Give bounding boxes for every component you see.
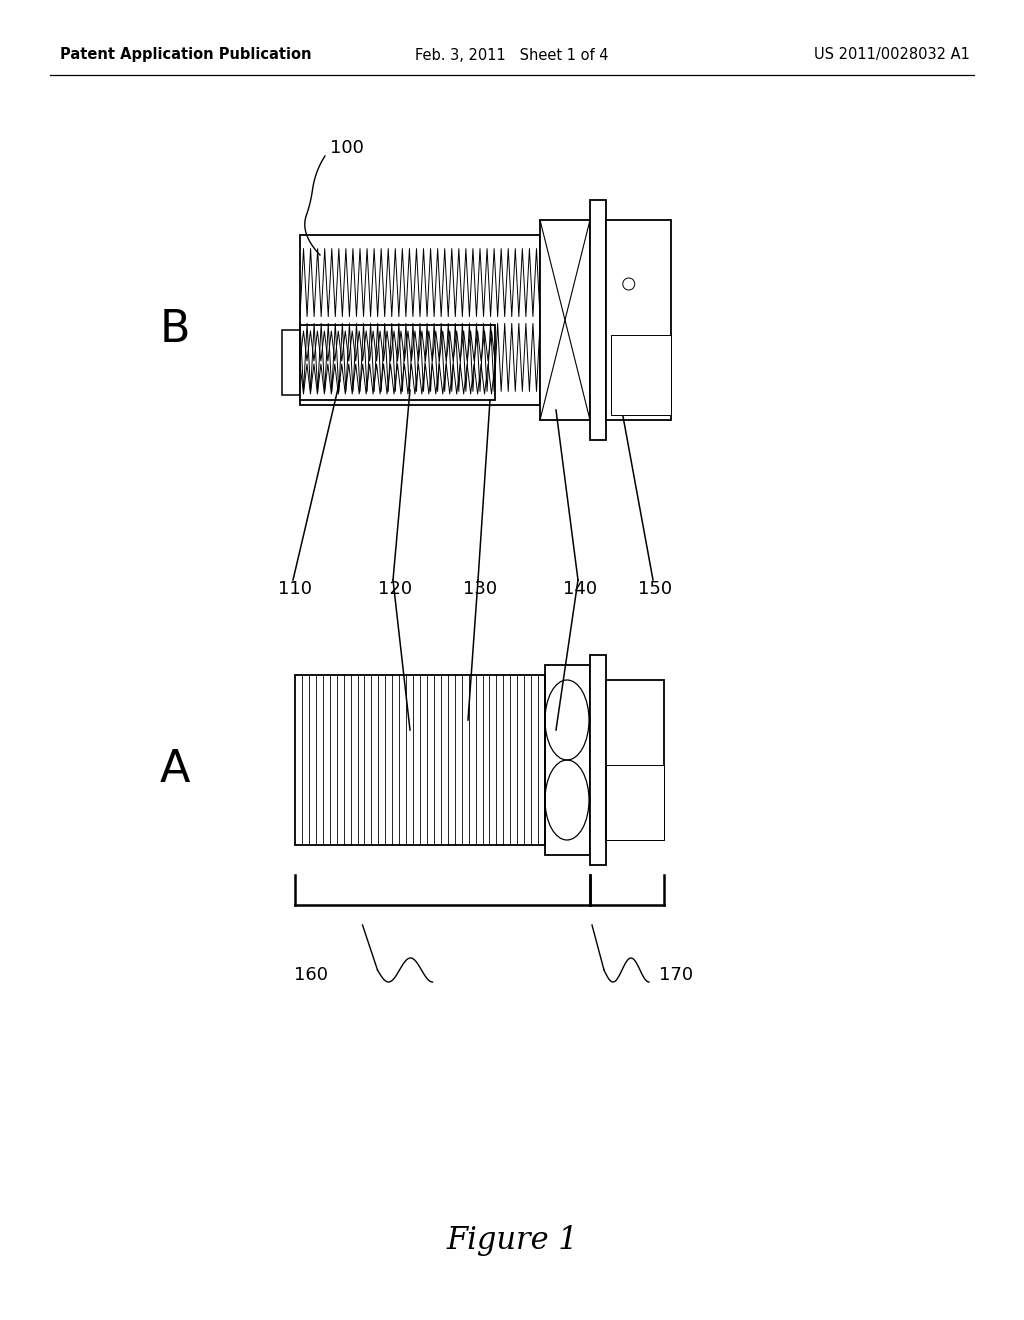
Text: Feb. 3, 2011   Sheet 1 of 4: Feb. 3, 2011 Sheet 1 of 4 xyxy=(416,48,608,62)
Text: 160: 160 xyxy=(294,966,328,983)
Text: 150: 150 xyxy=(638,579,672,598)
Bar xyxy=(300,325,495,400)
Bar xyxy=(540,220,590,420)
Bar xyxy=(606,766,664,840)
Text: Figure 1: Figure 1 xyxy=(446,1225,578,1255)
Text: 140: 140 xyxy=(563,579,597,598)
Text: 110: 110 xyxy=(278,579,312,598)
Text: Patent Application Publication: Patent Application Publication xyxy=(60,48,311,62)
Bar xyxy=(611,335,671,414)
Text: 100: 100 xyxy=(330,139,364,157)
Text: B: B xyxy=(160,309,190,351)
Bar xyxy=(282,330,300,395)
Bar xyxy=(606,680,664,840)
Bar xyxy=(590,201,606,440)
Bar xyxy=(590,655,606,865)
Text: 120: 120 xyxy=(378,579,412,598)
Text: A: A xyxy=(160,748,190,792)
Bar xyxy=(606,220,671,420)
Text: 130: 130 xyxy=(463,579,497,598)
Bar xyxy=(300,235,540,405)
Bar xyxy=(545,665,590,855)
Text: US 2011/0028032 A1: US 2011/0028032 A1 xyxy=(814,48,970,62)
Bar xyxy=(295,675,545,845)
Text: 170: 170 xyxy=(659,966,693,983)
